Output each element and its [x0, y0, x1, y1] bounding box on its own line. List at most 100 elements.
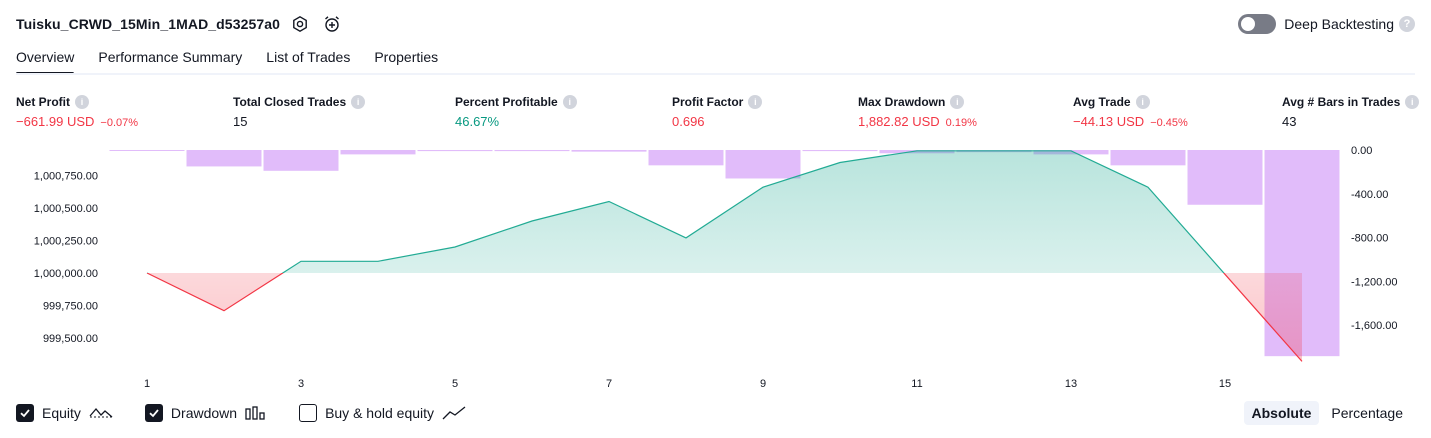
- right-axis-tick: 0.00: [1351, 145, 1372, 157]
- info-icon[interactable]: i: [562, 95, 577, 109]
- tab-list-of-trades[interactable]: List of Trades: [266, 49, 351, 65]
- right-axis-tick: -1,200.00: [1351, 276, 1397, 288]
- left-axis-tick: 1,000,250.00: [34, 236, 98, 248]
- x-axis: 1 3 5 7 9 11 13 15: [144, 378, 1231, 390]
- metric-value: 1,882.82 USD: [858, 114, 940, 129]
- drawdown-checkbox[interactable]: [144, 404, 163, 422]
- right-axis-tick: -400.00: [1351, 189, 1388, 201]
- equity-drawdown-chart[interactable]: 1,000,750.00 1,000,500.00 1,000,250.00 1,00…: [0, 140, 1431, 395]
- drawdown-bar: [109, 150, 185, 151]
- metric-label: Total Closed Trades: [233, 95, 347, 109]
- x-axis-tick: 5: [452, 378, 458, 390]
- metric-total-closed-trades: Total Closed Trades i 15: [233, 94, 366, 129]
- drawdown-bar: [263, 150, 339, 171]
- buy-hold-checkbox[interactable]: [299, 404, 318, 422]
- gear-icon[interactable]: [288, 12, 312, 36]
- metric-value: 15: [233, 114, 248, 129]
- x-axis-tick: 13: [1065, 378, 1077, 390]
- metric-profit-factor: Profit Factor i 0.696: [672, 94, 763, 129]
- left-axis: 1,000,750.00 1,000,500.00 1,000,250.00 1,00…: [34, 171, 98, 346]
- trend-line-icon: [442, 405, 466, 421]
- x-axis-tick: 1: [144, 378, 150, 390]
- equity-checkbox[interactable]: [16, 404, 34, 422]
- drawdown-bar: [725, 150, 801, 179]
- drawdown-bar: [494, 150, 570, 152]
- report-tabs: Overview Performance Summary List of Tra…: [16, 44, 462, 75]
- metric-percent: −0.45%: [1150, 117, 1188, 129]
- left-axis-tick: 1,000,500.00: [34, 203, 98, 215]
- scale-switch: Absolute Percentage: [1240, 401, 1412, 425]
- equity-line-positive: [147, 150, 1225, 273]
- drawdown-bar: [340, 150, 416, 155]
- tab-performance-summary[interactable]: Performance Summary: [98, 49, 243, 65]
- drawdown-bar: [802, 150, 878, 152]
- bar-chart-icon: [245, 405, 267, 421]
- metric-avg-bars-in-trades: Avg # Bars in Trades i 43: [1282, 94, 1420, 129]
- metric-value: −44.13 USD: [1073, 114, 1145, 129]
- drawdown-bar: [1110, 150, 1186, 166]
- x-axis-tick: 15: [1219, 378, 1231, 390]
- right-axis: 0.00 -400.00 -800.00 -1,200.00 -1,600.00: [1351, 145, 1397, 332]
- right-axis-tick: -800.00: [1351, 233, 1388, 245]
- drawdown-bar: [571, 150, 647, 152]
- info-icon[interactable]: i: [1405, 95, 1420, 109]
- metric-value: 0.696: [672, 114, 705, 129]
- metric-label: Percent Profitable: [455, 95, 558, 109]
- metric-value: 46.67%: [455, 114, 500, 129]
- metric-percent: 0.19%: [945, 117, 977, 129]
- metric-percent-profitable: Percent Profitable i 46.67%: [455, 94, 577, 129]
- legend-buy-hold-equity[interactable]: Buy & hold equity: [299, 404, 466, 422]
- info-icon[interactable]: i: [75, 95, 89, 109]
- metric-value: 43: [1282, 114, 1297, 129]
- legend-label: Drawdown: [170, 405, 238, 421]
- tab-overview[interactable]: Overview: [16, 44, 75, 75]
- percentage-button[interactable]: Percentage: [1331, 405, 1403, 421]
- strategy-title: Tuisku_CRWD_15Min_1MAD_d53257a0: [16, 16, 281, 32]
- legend-equity[interactable]: Equity: [16, 404, 113, 422]
- legend-label: Equity: [42, 405, 81, 421]
- metric-label: Max Drawdown: [858, 95, 946, 109]
- left-axis-tick: 1,000,750.00: [34, 171, 98, 183]
- legend-drawdown[interactable]: Drawdown: [144, 404, 267, 422]
- deep-backtesting-label: Deep Backtesting: [1284, 16, 1394, 32]
- left-axis-tick: 999,750.00: [43, 301, 98, 313]
- drawdown-bar: [648, 150, 724, 166]
- info-icon[interactable]: i: [1135, 95, 1150, 109]
- metric-value: −661.99 USD: [16, 114, 95, 129]
- help-icon[interactable]: ?: [1399, 16, 1415, 32]
- info-icon[interactable]: i: [950, 95, 965, 109]
- metric-net-profit: Net Profit i −661.99 USD −0.07%: [16, 94, 138, 129]
- left-axis-tick: 999,500.00: [43, 333, 98, 345]
- equity-line-icon: [89, 405, 113, 421]
- info-icon[interactable]: i: [351, 95, 366, 109]
- x-axis-tick: 3: [298, 378, 304, 390]
- metric-label: Avg Trade: [1073, 95, 1131, 109]
- deep-backtesting-toggle[interactable]: [1238, 14, 1277, 34]
- drawdown-bar: [1187, 150, 1263, 205]
- x-axis-tick: 11: [911, 378, 922, 390]
- left-axis-tick: 1,000,000.00: [34, 268, 98, 280]
- toggle-knob: [1241, 17, 1256, 31]
- metric-label: Profit Factor: [672, 95, 744, 109]
- info-icon[interactable]: i: [748, 95, 763, 109]
- absolute-button[interactable]: Absolute: [1243, 401, 1320, 425]
- drawdown-bar: [186, 150, 262, 167]
- x-axis-tick: 7: [606, 378, 612, 390]
- metric-percent: −0.07%: [100, 117, 139, 129]
- legend-label: Buy & hold equity: [325, 405, 435, 421]
- chart-legend: Equity Drawdown Buy & hold equity: [16, 404, 498, 422]
- equity-area-positive: [147, 150, 1302, 273]
- metric-label: Avg # Bars in Trades: [1282, 95, 1401, 109]
- drawdown-bar: [417, 150, 493, 152]
- drawdown-bars: [109, 150, 1340, 357]
- metric-avg-trade: Avg Trade i −44.13 USD −0.45%: [1073, 94, 1188, 129]
- alarm-add-icon[interactable]: [320, 12, 344, 36]
- strategy-header: Tuisku_CRWD_15Min_1MAD_d53257a0: [16, 12, 344, 36]
- right-axis-tick: -1,600.00: [1351, 320, 1397, 332]
- tab-properties[interactable]: Properties: [374, 49, 439, 65]
- equity-area-negative: [147, 273, 1302, 362]
- x-axis-tick: 9: [760, 378, 766, 390]
- tabs-divider: [16, 73, 1415, 75]
- metric-label: Net Profit: [16, 95, 70, 109]
- metric-max-drawdown: Max Drawdown i 1,882.82 USD 0.19%: [858, 94, 977, 129]
